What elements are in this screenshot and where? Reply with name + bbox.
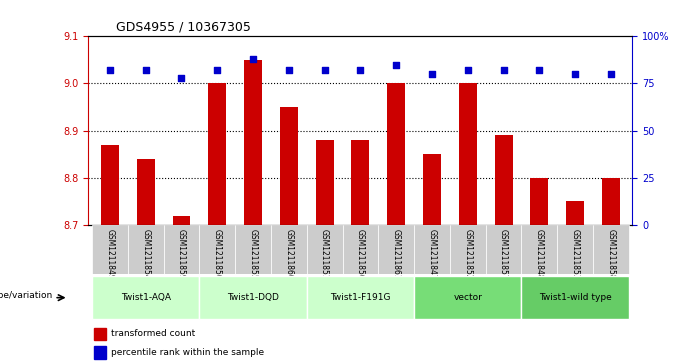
Text: GSM1211849: GSM1211849 [105,229,114,280]
Text: Twist1-wild type: Twist1-wild type [539,293,611,302]
Point [248,56,258,62]
Bar [92,225,128,274]
Point [211,68,222,73]
Bar [173,216,190,225]
Bar [244,60,262,225]
Text: genotype/variation: genotype/variation [0,291,52,300]
Point [284,68,294,73]
Text: GSM1211851: GSM1211851 [320,229,329,280]
Text: vector: vector [454,293,482,302]
Text: GSM1211852: GSM1211852 [463,229,473,280]
Point [605,71,616,77]
Bar [280,107,298,225]
Text: GSM1211854: GSM1211854 [141,229,150,280]
Bar [235,225,271,274]
Bar [199,225,235,274]
Bar [450,225,486,274]
Point [391,62,402,68]
Bar [530,178,548,225]
Text: GSM1211859: GSM1211859 [177,229,186,280]
Text: GSM1211850: GSM1211850 [213,229,222,280]
Bar [602,178,620,225]
Point [498,68,509,73]
Point [426,71,437,77]
Bar [271,225,307,274]
Bar [128,225,164,274]
Bar [387,83,405,225]
Bar [522,225,557,274]
Bar [557,225,593,274]
Bar [378,225,414,274]
Bar [459,83,477,225]
Text: Twist1-F191G: Twist1-F191G [330,293,390,302]
Text: GSM1211853: GSM1211853 [571,229,579,280]
Text: GSM1211857: GSM1211857 [499,229,508,280]
Bar [494,135,513,225]
Text: GSM1211848: GSM1211848 [535,229,544,280]
Point [462,68,473,73]
Text: GSM1211861: GSM1211861 [392,229,401,280]
Text: GSM1211847: GSM1211847 [428,229,437,280]
Bar [423,154,441,225]
Bar [316,140,334,225]
Bar [101,145,119,225]
Text: GSM1211858: GSM1211858 [607,229,615,280]
Text: GSM1211860: GSM1211860 [284,229,293,280]
Bar [343,225,378,274]
Text: GSM1211856: GSM1211856 [356,229,365,280]
Bar [94,327,106,340]
Text: percentile rank within the sample: percentile rank within the sample [112,348,265,357]
Text: transformed count: transformed count [112,329,195,338]
Point [319,68,330,73]
Bar [352,140,369,225]
Bar [164,225,199,274]
Bar [522,277,629,319]
Bar [307,277,414,319]
Point [355,68,366,73]
Bar [414,225,450,274]
Text: Twist1-DQD: Twist1-DQD [227,293,279,302]
Bar [307,225,343,274]
Text: GSM1211855: GSM1211855 [248,229,258,280]
Bar [94,346,106,359]
Point [176,75,187,81]
Point [534,68,545,73]
Point [105,68,116,73]
Bar [593,225,629,274]
Bar [208,83,226,225]
Bar [486,225,522,274]
Text: Twist1-AQA: Twist1-AQA [120,293,171,302]
Bar [566,201,584,225]
Text: GDS4955 / 10367305: GDS4955 / 10367305 [116,21,250,34]
Bar [137,159,154,225]
Bar [199,277,307,319]
Bar [92,277,199,319]
Point [570,71,581,77]
Bar [414,277,522,319]
Point [140,68,151,73]
